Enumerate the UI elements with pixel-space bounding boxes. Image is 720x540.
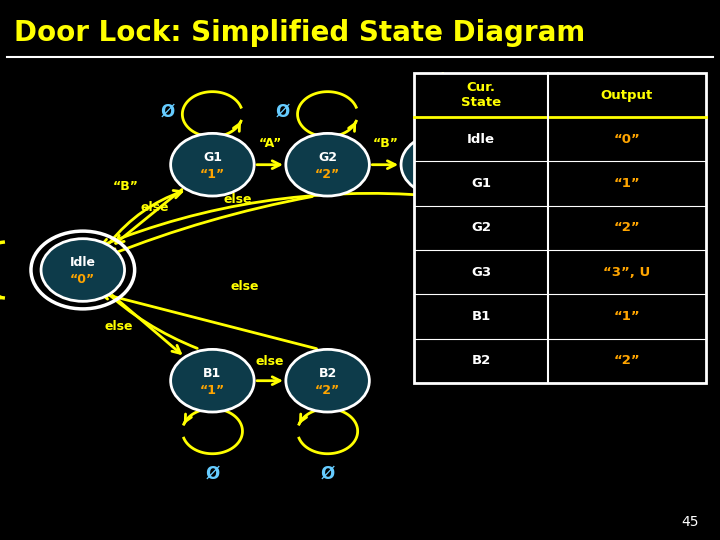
Circle shape: [171, 349, 254, 412]
Text: “0”: “0”: [613, 133, 640, 146]
Text: else: else: [140, 201, 169, 214]
Text: “1”: “1”: [613, 310, 640, 323]
Text: “B”: “B”: [372, 137, 398, 150]
Text: “A”: “A”: [258, 137, 282, 150]
Text: G3: G3: [471, 266, 491, 279]
Text: else: else: [256, 355, 284, 368]
Text: “3”, U: “3”, U: [420, 168, 465, 181]
Text: B2: B2: [318, 367, 337, 380]
Text: else: else: [223, 193, 252, 206]
Circle shape: [401, 133, 485, 196]
Text: G3: G3: [433, 151, 452, 164]
Text: “1”: “1”: [613, 177, 640, 190]
Circle shape: [41, 239, 125, 301]
Text: “1”: “1”: [200, 168, 225, 181]
Text: “1”: “1”: [200, 384, 225, 397]
Text: Door Lock: Simplified State Diagram: Door Lock: Simplified State Diagram: [14, 19, 585, 47]
Text: Ø: Ø: [161, 103, 175, 120]
Text: “2”: “2”: [613, 354, 640, 367]
Text: B2: B2: [472, 354, 491, 367]
Text: “2”: “2”: [315, 384, 340, 397]
Circle shape: [171, 133, 254, 196]
Text: B1: B1: [203, 367, 222, 380]
Text: G1: G1: [471, 177, 491, 190]
Text: Ø: Ø: [320, 464, 335, 483]
Text: Output: Output: [600, 89, 653, 102]
Text: “3”, U: “3”, U: [603, 266, 650, 279]
Text: 45: 45: [681, 515, 698, 529]
Circle shape: [286, 133, 369, 196]
Text: G1: G1: [203, 151, 222, 164]
Text: else: else: [230, 280, 259, 293]
Text: “2”: “2”: [613, 221, 640, 234]
FancyBboxPatch shape: [414, 73, 706, 383]
Text: “0”: “0”: [71, 273, 95, 286]
Text: Cur.
State: Cur. State: [461, 81, 501, 109]
Text: else: else: [104, 320, 133, 333]
Text: G2: G2: [318, 151, 337, 164]
Text: “2”: “2”: [315, 168, 340, 181]
Text: Idle: Idle: [70, 256, 96, 269]
Text: Idle: Idle: [467, 133, 495, 146]
Text: G2: G2: [471, 221, 491, 234]
Text: “B”: “B”: [113, 180, 139, 193]
Circle shape: [286, 349, 369, 412]
Text: Ø: Ø: [205, 464, 220, 483]
Text: B1: B1: [472, 310, 491, 323]
Text: Ø: Ø: [276, 103, 290, 120]
